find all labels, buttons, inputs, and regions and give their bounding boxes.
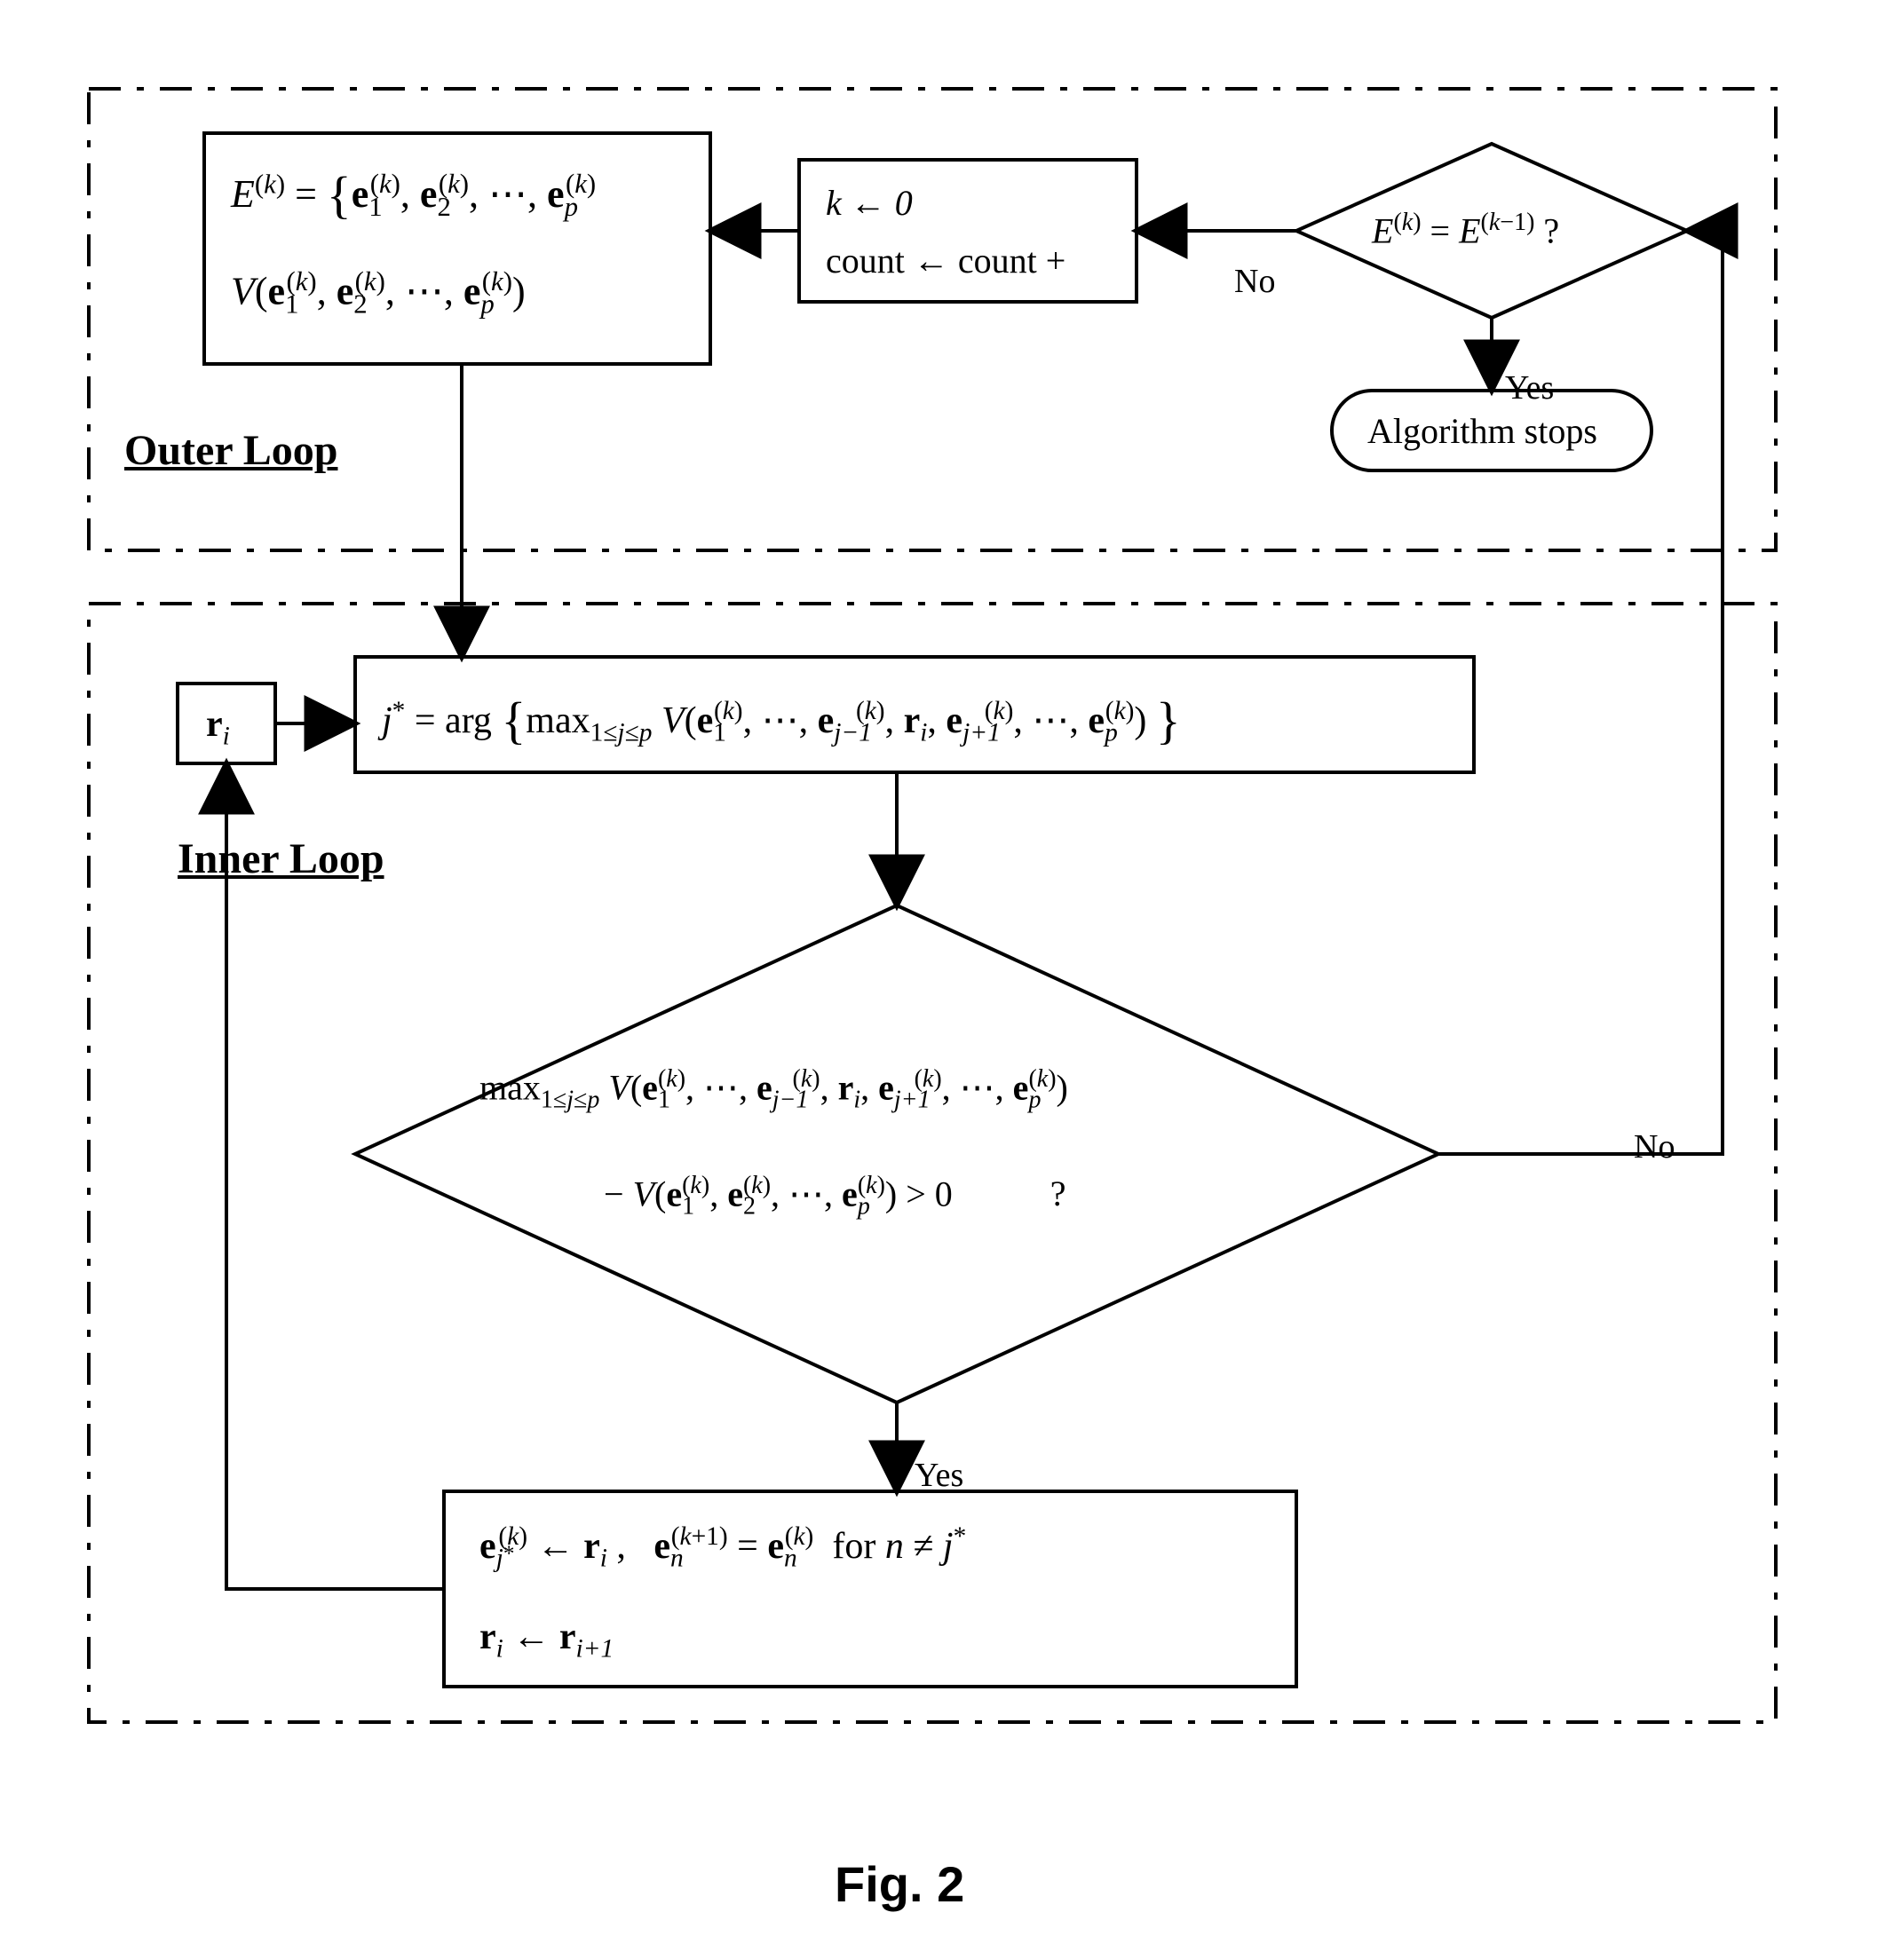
diamond-inner-line1: max1≤j≤p V(e1(k), ⋯, ej−1(k), ri, ej+1(k…: [479, 1065, 1068, 1114]
box-jstar-text: j* = arg {max1≤j≤p V(e1(k), ⋯, ej−1(k), …: [382, 685, 1181, 747]
edge-label-inner-no: No: [1634, 1127, 1675, 1166]
terminal-text: Algorithm stops: [1367, 410, 1597, 452]
box-E-line2: V(e1(k), e2(k), ⋯, ep(k)): [231, 266, 526, 320]
outer-loop-title: Outer Loop: [124, 426, 337, 475]
box-update-line1: ej*(k) ← ri , en(k+1) = en(k) for n ≠ j*: [479, 1522, 966, 1573]
box-update-line2: ri ← ri+1: [479, 1616, 614, 1664]
figure-caption: Fig. 2: [835, 1855, 964, 1913]
inner-loop-title: Inner Loop: [178, 834, 384, 883]
box-k-line1: k ← 0: [826, 182, 913, 224]
box-ri-text: ri: [206, 703, 230, 751]
diamond-inner-line2: − V(e1(k), e2(k), ⋯, ep(k)) > 0 ?: [604, 1172, 1066, 1221]
edge-label-outer-no: No: [1234, 262, 1275, 301]
box-k-line2: count ← count +: [826, 240, 1065, 281]
edge-label-inner-yes: Yes: [915, 1456, 963, 1495]
edge-label-outer-yes: Yes: [1505, 368, 1554, 407]
diamond-outer-text: E(k) = E(k−1) ?: [1372, 209, 1559, 251]
box-E-line1: E(k) = {e1(k), e2(k), ⋯, ep(k): [231, 160, 596, 223]
figure-root: Outer Loop Inner Loop E(k) = {e1(k), e2(…: [0, 0, 1901, 1960]
